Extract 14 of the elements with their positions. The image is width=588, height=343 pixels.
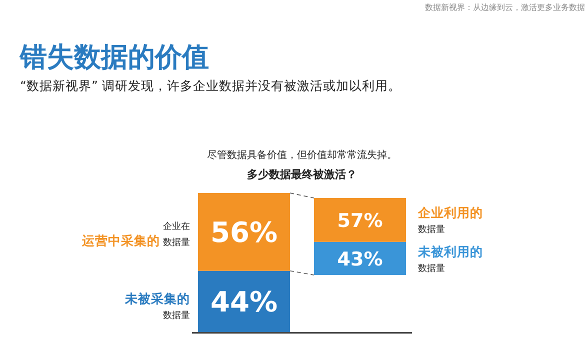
annotation: 未被采集的 [125,291,190,306]
title: 错失数据的价值 [20,42,209,73]
annotation: 未被利用的 [418,244,483,259]
annotation: 数据量 [163,311,190,321]
annotation: 多少数据最终被激活？ [247,168,357,181]
annotation: 企业利用的 [418,205,483,220]
annotation: 企业在 [163,222,190,232]
subtitle: “数据新视界” 调研发现，许多企业数据并没有被激活或加以利用。 [20,78,401,93]
annotation: 数据量 [163,238,190,248]
annotation: 尽管数据具备价值，但价值却常常流失掉。 [207,150,397,161]
annotation: 数据量 [418,264,445,274]
annotation: 运营中采集的 [82,233,160,248]
annotation: 数据量 [418,225,445,235]
annotation: 数据新视界：从边缘到云，激活更多业务数据 [425,3,585,12]
